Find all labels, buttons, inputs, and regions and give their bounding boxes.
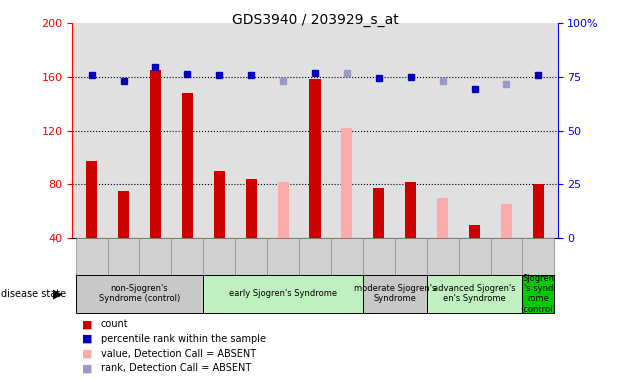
Text: ■: ■	[82, 319, 93, 329]
Bar	[533, 184, 544, 238]
Text: ■: ■	[82, 363, 93, 373]
Bar	[86, 161, 97, 238]
Text: early Sjogren's Syndrome: early Sjogren's Syndrome	[229, 289, 337, 298]
Text: count: count	[101, 319, 129, 329]
Bar	[341, 128, 353, 238]
Bar	[405, 182, 416, 238]
Bar	[277, 182, 289, 238]
Text: rank, Detection Call = ABSENT: rank, Detection Call = ABSENT	[101, 363, 251, 373]
Text: GDS3940 / 203929_s_at: GDS3940 / 203929_s_at	[232, 13, 398, 27]
Bar	[246, 179, 257, 238]
Text: percentile rank within the sample: percentile rank within the sample	[101, 334, 266, 344]
Bar	[437, 198, 448, 238]
Bar	[309, 79, 321, 238]
Text: ■: ■	[82, 334, 93, 344]
Text: ■: ■	[82, 349, 93, 359]
Bar	[214, 171, 225, 238]
Text: Sjogren
's synd
rome
(control): Sjogren 's synd rome (control)	[520, 274, 556, 314]
Text: advanced Sjogren's
en's Syndrome: advanced Sjogren's en's Syndrome	[433, 284, 516, 303]
Text: disease state: disease state	[1, 289, 66, 299]
Bar	[469, 225, 480, 238]
Text: value, Detection Call = ABSENT: value, Detection Call = ABSENT	[101, 349, 256, 359]
Bar	[373, 188, 384, 238]
Bar	[182, 93, 193, 238]
Bar	[501, 204, 512, 238]
Text: moderate Sjogren's
Syndrome: moderate Sjogren's Syndrome	[353, 284, 436, 303]
Text: non-Sjogren's
Syndrome (control): non-Sjogren's Syndrome (control)	[99, 284, 180, 303]
Bar	[150, 70, 161, 238]
Text: ▶: ▶	[53, 287, 63, 300]
Bar	[118, 191, 129, 238]
